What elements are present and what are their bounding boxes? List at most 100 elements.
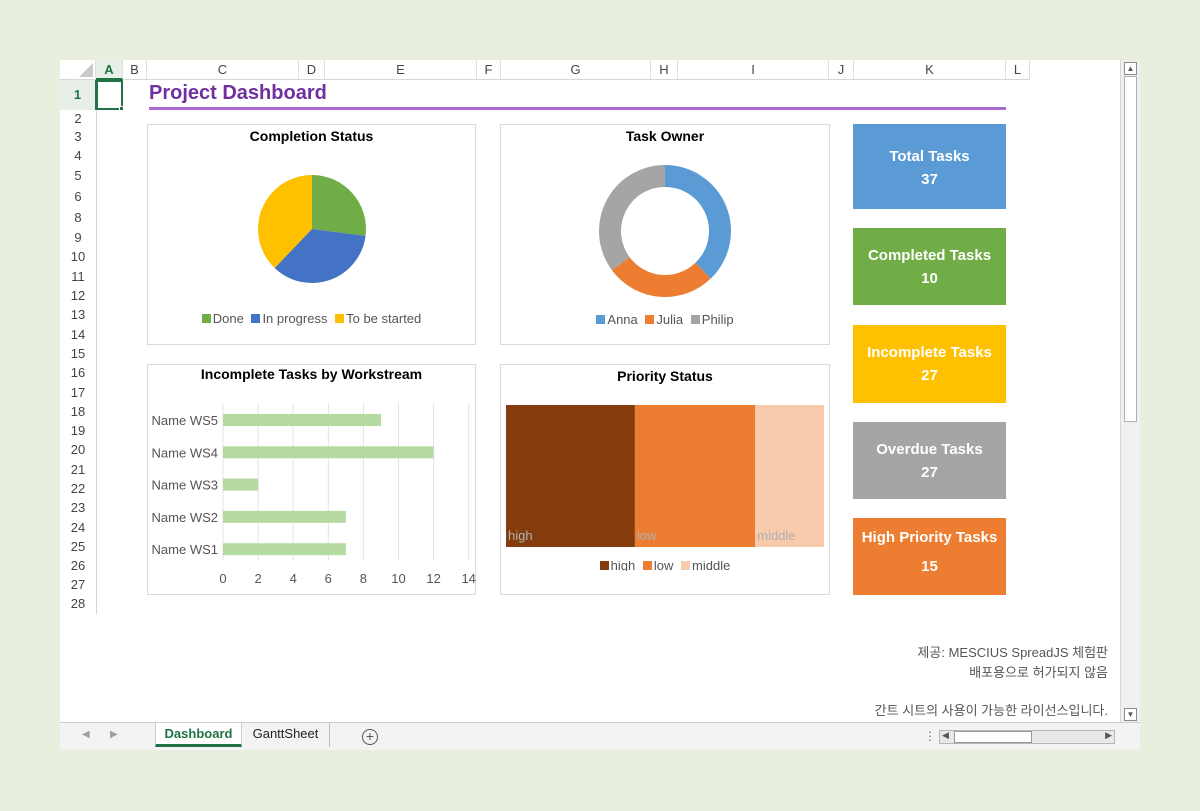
stack-segment-middle[interactable] xyxy=(755,405,824,547)
row-header[interactable]: 25 xyxy=(60,537,97,556)
pie-slice-to-be-started[interactable] xyxy=(258,175,312,268)
row-header[interactable]: 27 xyxy=(60,575,97,594)
x-tick-label: 10 xyxy=(391,571,405,586)
spreadsheet-app: A B C D E F G H I J K L 1 2 3 4 5 6 8 9 … xyxy=(60,60,1140,750)
row-header[interactable]: 3 xyxy=(60,128,97,146)
active-cell-A1[interactable] xyxy=(96,80,124,111)
donut-slice-philip[interactable] xyxy=(599,165,665,271)
row-header[interactable]: 12 xyxy=(60,286,97,305)
scroll-left-arrow-icon[interactable]: ◀ xyxy=(942,730,949,740)
row-header[interactable]: 11 xyxy=(60,267,97,286)
y-category-label: Name WS2 xyxy=(152,510,218,525)
x-tick-label: 6 xyxy=(325,571,332,586)
bar-name-ws5[interactable] xyxy=(223,414,381,426)
col-header-H[interactable]: H xyxy=(651,60,678,80)
col-header-E[interactable]: E xyxy=(325,60,477,80)
prev-sheet-arrow-icon[interactable]: ◀ xyxy=(82,729,90,740)
row-header[interactable]: 28 xyxy=(60,594,97,614)
row-header[interactable]: 13 xyxy=(60,305,97,325)
row-header[interactable]: 17 xyxy=(60,383,97,402)
kpi-card-overdue: Overdue Tasks 27 xyxy=(853,422,1006,499)
legend-swatch xyxy=(251,314,261,323)
col-header-G[interactable]: G xyxy=(501,60,651,80)
bar-name-ws2[interactable] xyxy=(223,510,346,523)
row-header[interactable]: 8 xyxy=(60,208,97,228)
kpi-label: Total Tasks xyxy=(889,148,970,165)
bar-name-ws3[interactable] xyxy=(223,478,259,491)
row-header[interactable]: 23 xyxy=(60,498,97,518)
fill-handle[interactable] xyxy=(119,106,124,111)
col-header-K[interactable]: K xyxy=(854,60,1006,80)
col-header-B[interactable]: B xyxy=(123,60,147,80)
kpi-label: Incomplete Tasks xyxy=(867,344,992,361)
row-header[interactable]: 9 xyxy=(60,228,97,247)
col-header-L[interactable]: L xyxy=(1006,60,1030,80)
bar-name-ws4[interactable] xyxy=(223,446,434,459)
col-header-I[interactable]: I xyxy=(678,60,829,80)
next-sheet-arrow-icon[interactable]: ▶ xyxy=(110,729,118,740)
kpi-card-high-priority: High Priority Tasks 15 xyxy=(853,518,1006,595)
bar-name-ws1[interactable] xyxy=(223,543,346,556)
completion-status-chart[interactable]: Completion Status Done In progress To be… xyxy=(147,124,476,345)
splitter-handle-icon[interactable]: ⋮ xyxy=(924,729,936,743)
row-header[interactable]: 10 xyxy=(60,247,97,267)
pie-slice-in-progress[interactable] xyxy=(274,229,366,283)
row-header[interactable]: 24 xyxy=(60,518,97,537)
row-header[interactable]: 22 xyxy=(60,479,97,498)
column-headers: A B C D E F G H I J K L xyxy=(60,60,1120,80)
row-header[interactable]: 4 xyxy=(60,146,97,166)
tab-ganttsheet[interactable]: GanttSheet xyxy=(242,723,330,747)
row-header[interactable]: 21 xyxy=(60,460,97,479)
row-header[interactable]: 18 xyxy=(60,402,97,421)
col-header-A[interactable]: A xyxy=(96,60,123,80)
col-header-C[interactable]: C xyxy=(147,60,299,80)
priority-bar-svg: high low middle xyxy=(506,405,824,547)
segment-label: low xyxy=(637,528,657,543)
row-header[interactable]: 2 xyxy=(60,110,97,128)
horizontal-scrollbar[interactable]: ◀ ▶ xyxy=(939,730,1115,744)
chart-title: Completion Status xyxy=(249,128,374,144)
donut-slice-anna[interactable] xyxy=(665,165,731,279)
row-header[interactable]: 1 xyxy=(60,80,97,110)
chart-legend: high low middle xyxy=(501,561,829,571)
row-header[interactable]: 16 xyxy=(60,363,97,383)
x-tick-label: 4 xyxy=(290,571,297,586)
row-header[interactable]: 6 xyxy=(60,186,97,208)
donut-slice-julia[interactable] xyxy=(611,257,711,297)
row-header[interactable]: 26 xyxy=(60,556,97,575)
vertical-scroll-thumb[interactable] xyxy=(1124,76,1137,422)
sheet-tab-bar: ◀ ▶ Dashboard GanttSheet + ⋮ ◀ ▶ xyxy=(60,722,1140,750)
horizontal-scroll-thumb[interactable] xyxy=(954,731,1032,743)
pie-slice-done[interactable] xyxy=(312,175,366,236)
chart-title: Task Owner xyxy=(625,128,705,144)
col-header-J[interactable]: J xyxy=(829,60,854,80)
kpi-value: 27 xyxy=(921,367,938,384)
x-tick-label: 14 xyxy=(461,571,475,586)
row-header[interactable]: 20 xyxy=(60,440,97,460)
row-header[interactable]: 15 xyxy=(60,344,97,363)
priority-status-chart[interactable]: Priority Status high low middle high low m… xyxy=(500,364,830,595)
stack-segment-low[interactable] xyxy=(634,405,756,547)
row-header[interactable]: 19 xyxy=(60,421,97,440)
scroll-up-arrow-icon[interactable]: ▲ xyxy=(1124,62,1137,75)
col-header-D[interactable]: D xyxy=(299,60,325,80)
row-header[interactable]: 5 xyxy=(60,166,97,186)
corner-triangle-icon xyxy=(79,63,93,77)
legend-item: Done xyxy=(201,311,244,326)
segment-label: high xyxy=(508,528,533,543)
kpi-label: High Priority Tasks xyxy=(861,529,998,546)
add-sheet-icon[interactable]: + xyxy=(362,729,378,745)
tab-dashboard[interactable]: Dashboard xyxy=(155,723,242,747)
scroll-down-arrow-icon[interactable]: ▼ xyxy=(1124,708,1137,721)
kpi-card-total: Total Tasks 37 xyxy=(853,124,1006,209)
task-owner-chart[interactable]: Task Owner Anna Julia Philip xyxy=(500,124,830,345)
row-header[interactable]: 14 xyxy=(60,325,97,344)
license-notice: 간트 시트의 사용이 가능한 라이선스입니다. xyxy=(874,703,1108,718)
workstream-chart[interactable]: Incomplete Tasks by Workstream 0 2 4 6 8 10 12… xyxy=(147,364,476,595)
select-all-corner[interactable] xyxy=(60,60,96,80)
stack-segment-high[interactable] xyxy=(506,405,635,547)
col-header-F[interactable]: F xyxy=(477,60,501,80)
scroll-right-arrow-icon[interactable]: ▶ xyxy=(1105,730,1112,740)
vertical-scrollbar[interactable]: ▲ ▼ xyxy=(1120,60,1140,722)
x-tick-label: 12 xyxy=(426,571,440,586)
